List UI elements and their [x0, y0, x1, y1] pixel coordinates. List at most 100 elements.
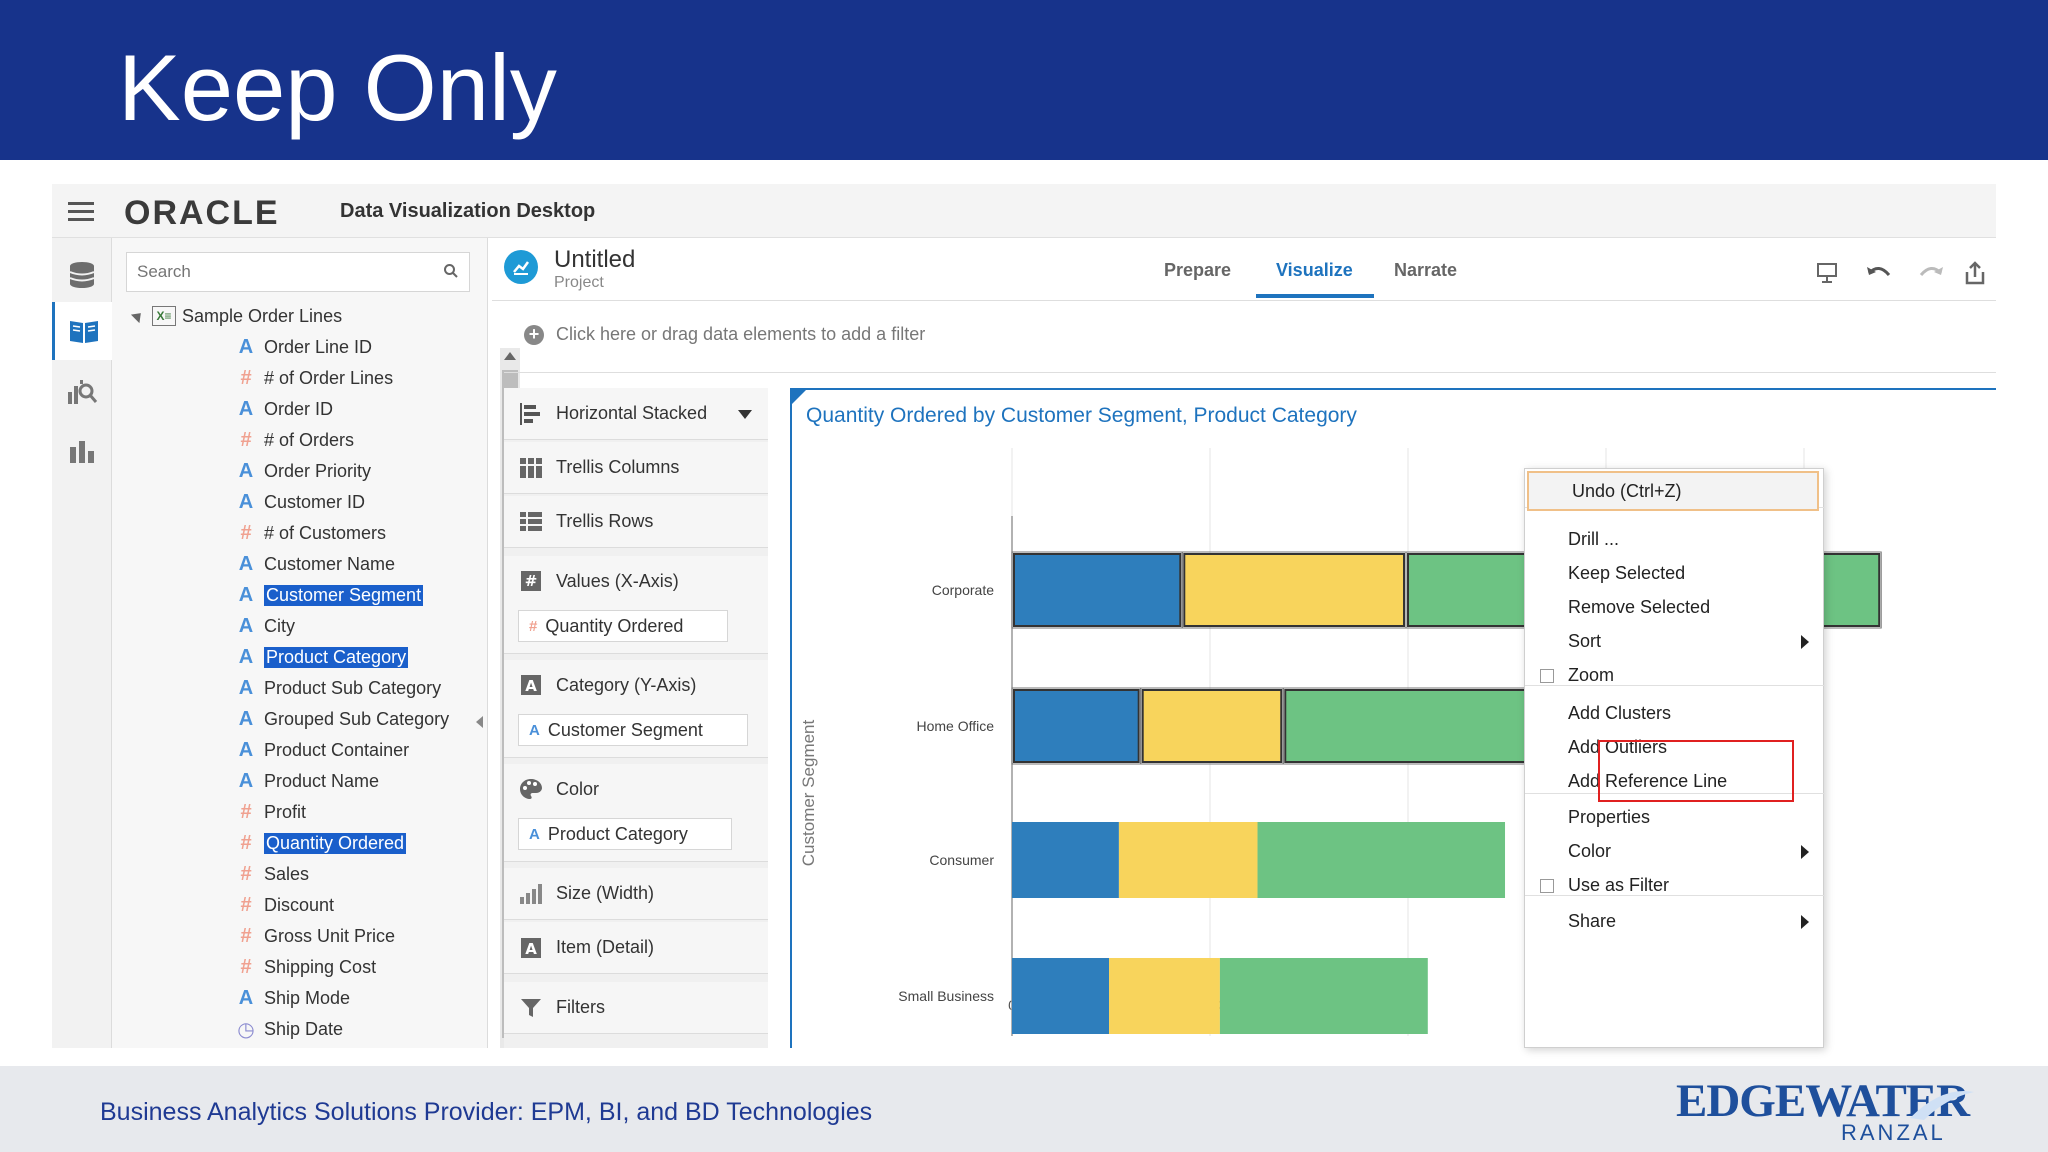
menu-item-properties[interactable]: Properties — [1525, 795, 1825, 839]
bar-segment[interactable] — [1257, 822, 1506, 898]
data-element-item[interactable]: A City — [112, 611, 452, 642]
menu-item-keep-selected[interactable]: Keep Selected — [1525, 551, 1825, 595]
search-icon[interactable] — [443, 263, 459, 284]
bar-segment[interactable] — [1183, 553, 1406, 627]
app-topbar: ORACLE Data Visualization Desktop — [52, 184, 1996, 238]
data-element-item[interactable]: A Grouped Sub Category — [112, 704, 452, 735]
menu-item-label: Properties — [1568, 806, 1651, 827]
tab-visualize[interactable]: Visualize — [1276, 260, 1353, 280]
canvas-selected-corner — [790, 388, 808, 406]
book-icon[interactable] — [52, 302, 112, 360]
values-pill[interactable]: # Quantity Ordered — [518, 610, 728, 642]
menu-item-add-reference-line[interactable]: Add Reference Line — [1525, 759, 1825, 803]
size-row[interactable]: Size (Width) — [504, 868, 768, 920]
data-element-item[interactable]: A Order Line ID — [112, 332, 452, 363]
item-row[interactable]: A Item (Detail) — [504, 922, 768, 974]
bar-segment[interactable] — [1219, 958, 1428, 1034]
bar-segment[interactable] — [1141, 689, 1283, 763]
bar-segment[interactable] — [1013, 689, 1140, 763]
database-icon[interactable] — [52, 246, 112, 304]
project-title[interactable]: Untitled — [554, 246, 636, 273]
filter-bar[interactable]: + Click here or drag data elements to ad… — [524, 324, 925, 345]
menu-item-use-as-filter[interactable]: Use as Filter — [1525, 863, 1825, 907]
slide-footer — [0, 1066, 2048, 1152]
attribute-icon: A — [238, 336, 254, 358]
checkbox-icon[interactable] — [1540, 669, 1554, 683]
data-element-item[interactable]: # Profit — [112, 797, 452, 828]
data-element-item[interactable]: A Customer Name — [112, 549, 452, 580]
bar-segment[interactable] — [1013, 553, 1182, 627]
data-element-item[interactable]: # Gross Unit Price — [112, 921, 452, 952]
undo-icon[interactable] — [1864, 258, 1894, 288]
menu-item-label: Add Clusters — [1568, 702, 1672, 723]
filters-row[interactable]: Filters — [504, 982, 768, 1034]
data-element-item[interactable]: # Sales — [112, 859, 452, 890]
data-element-label: Order ID — [264, 399, 334, 419]
chevron-down-icon[interactable] — [738, 410, 752, 419]
tab-narrate[interactable]: Narrate — [1394, 260, 1458, 280]
submenu-arrow-icon — [1801, 915, 1809, 929]
logo-swoosh-icon — [1910, 1091, 1974, 1120]
redo-icon[interactable] — [1916, 258, 1946, 288]
menu-item-share[interactable]: Share — [1525, 899, 1825, 943]
data-element-item[interactable]: A Order Priority — [112, 456, 452, 487]
scroll-up-arrow-icon[interactable] — [504, 352, 516, 360]
data-element-item[interactable]: A Order ID — [112, 394, 452, 425]
bar-segment[interactable] — [1012, 958, 1110, 1034]
menu-item-drill[interactable]: Drill ... — [1525, 517, 1825, 561]
trellis-rows-row[interactable]: Trellis Rows — [504, 496, 768, 548]
data-element-item[interactable]: A Ship Mode — [112, 983, 452, 1014]
attribute-icon: A — [238, 615, 254, 637]
data-element-item[interactable]: # Shipping Cost — [112, 952, 452, 983]
data-element-item[interactable]: # Quantity Ordered — [112, 828, 452, 859]
hamburger-menu-icon[interactable] — [68, 202, 94, 222]
bar-segment[interactable] — [1109, 958, 1220, 1034]
color-pill[interactable]: A Product Category — [518, 818, 732, 850]
data-element-item[interactable]: # Discount — [112, 890, 452, 921]
chart-title[interactable]: Quantity Ordered by Customer Segment, Pr… — [806, 404, 1357, 427]
export-icon[interactable] — [1960, 258, 1990, 288]
data-element-item[interactable]: A Product Sub Category — [112, 673, 452, 704]
data-element-label: Product Container — [264, 740, 410, 760]
spreadsheet-icon: X≡ — [152, 306, 176, 326]
menu-item-sort[interactable]: Sort — [1525, 619, 1825, 663]
menu-item-zoom[interactable]: Zoom — [1525, 653, 1825, 697]
data-element-item[interactable]: # # of Customers — [112, 518, 452, 549]
active-tab-indicator — [1256, 294, 1374, 298]
data-element-item[interactable]: ◷ Ship Date — [112, 1014, 452, 1045]
collapse-panel-icon[interactable] — [476, 716, 483, 728]
chart-icon[interactable] — [52, 422, 112, 480]
menu-item-color[interactable]: Color — [1525, 829, 1825, 873]
add-filter-icon[interactable]: + — [524, 324, 544, 345]
data-element-item[interactable]: # # of Order Lines — [112, 363, 452, 394]
menu-item-undo-ctrl-z[interactable]: Undo (Ctrl+Z) — [1527, 471, 1819, 511]
trellis-columns-row[interactable]: Trellis Columns — [504, 442, 768, 494]
tree-collapse-icon[interactable] — [130, 308, 146, 324]
data-source-node[interactable]: X≡ Sample Order Lines — [130, 304, 342, 328]
bar-segment[interactable] — [1012, 822, 1119, 898]
menu-item-remove-selected[interactable]: Remove Selected — [1525, 585, 1825, 629]
menu-item-label: Share — [1568, 910, 1617, 931]
checkbox-icon[interactable] — [1540, 879, 1554, 893]
menu-item-add-clusters[interactable]: Add Clusters — [1525, 691, 1825, 735]
data-element-item[interactable]: A Product Category — [112, 642, 452, 673]
viz-type-selector[interactable]: Horizontal Stacked — [504, 388, 768, 440]
tab-prepare[interactable]: Prepare — [1164, 260, 1232, 280]
data-element-item[interactable]: A Product Name — [112, 766, 452, 797]
category-pill[interactable]: A Customer Segment — [518, 714, 748, 746]
data-element-item[interactable]: A Customer Segment — [112, 580, 452, 611]
filters-label: Filters — [556, 997, 605, 1017]
measure-icon: # — [240, 367, 252, 389]
data-element-label: # of Order Lines — [264, 368, 394, 388]
explore-icon[interactable] — [52, 362, 112, 420]
menu-separator — [1525, 793, 1825, 794]
present-icon[interactable] — [1812, 258, 1842, 288]
data-element-item[interactable]: # # of Orders — [112, 425, 452, 456]
data-element-item[interactable]: A Product Container — [112, 735, 452, 766]
search-box[interactable] — [126, 252, 470, 292]
data-element-label: Order Line ID — [264, 337, 373, 357]
data-element-list: A Order Line ID # # of Order Lines A Order ID… — [112, 332, 452, 1045]
search-input[interactable] — [137, 261, 427, 283]
bar-segment[interactable] — [1118, 822, 1258, 898]
data-element-item[interactable]: A Customer ID — [112, 487, 452, 518]
